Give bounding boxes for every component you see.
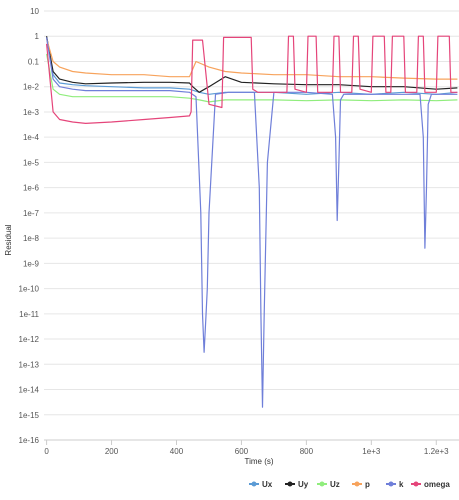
legend-marker — [319, 481, 325, 487]
legend-item-omega[interactable]: omega — [411, 480, 450, 489]
legend-marker — [251, 481, 257, 487]
y-tick-label: 1e-2 — [23, 83, 40, 92]
y-tick-label: 10 — [30, 7, 39, 16]
y-tick-label: 1e-3 — [23, 108, 40, 117]
x-axis-title: Time (s) — [244, 457, 273, 466]
legend-item-uy[interactable]: Uy — [285, 480, 309, 489]
y-tick-label: 1e-13 — [19, 360, 40, 369]
series-line-p — [46, 38, 458, 80]
legend-item-ux[interactable]: Ux — [249, 480, 273, 489]
y-tick-label: 1e-15 — [19, 411, 40, 420]
legend-marker — [413, 481, 419, 487]
y-tick-label: 1e-16 — [19, 436, 40, 445]
y-tick-label: 1e-5 — [23, 158, 40, 167]
legend-label: Uy — [298, 480, 309, 489]
legend-item-k[interactable]: k — [386, 480, 404, 489]
x-tick-label: 200 — [105, 447, 119, 456]
legend-label: omega — [424, 480, 450, 489]
y-tick-label: 1e-12 — [19, 335, 40, 344]
x-axis-ticks: 0 200 400 600 800 1e+3 1.2e+3 — [44, 440, 449, 456]
y-tick-label: 1e-14 — [19, 386, 40, 395]
series-line-uz — [46, 53, 458, 103]
legend-marker — [388, 481, 394, 487]
series-line-omega — [46, 35, 458, 125]
legend-label: Uz — [330, 480, 340, 489]
x-tick-label: 1e+3 — [362, 447, 381, 456]
x-tick-label: 600 — [235, 447, 249, 456]
x-tick-label: 400 — [170, 447, 184, 456]
y-tick-label: 1 — [35, 32, 40, 41]
series-line-uy — [46, 36, 458, 93]
y-tick-label: 1e-8 — [23, 234, 40, 243]
legend-marker — [354, 481, 360, 487]
series-lines — [46, 35, 458, 408]
grid-lines — [44, 10, 459, 441]
legend-label: Ux — [262, 480, 273, 489]
legend-marker — [287, 481, 293, 487]
y-tick-label: 1e-4 — [23, 133, 40, 142]
x-tick-label: 0 — [44, 447, 49, 456]
y-axis-title: Residual — [4, 224, 13, 255]
legend-label: k — [399, 480, 404, 489]
y-tick-label: 1e-9 — [23, 259, 40, 268]
legend-label: p — [365, 480, 370, 489]
y-tick-label: 1e-6 — [23, 184, 40, 193]
y-axis-ticks: 10 1 0.1 1e-2 1e-3 1e-4 1e-5 1e-6 1e-7 1e-8 1e-9 1e… — [19, 7, 40, 445]
legend-item-uz[interactable]: Uz — [317, 480, 340, 489]
x-tick-label: 1.2e+3 — [424, 447, 449, 456]
y-tick-label: 1e-7 — [23, 209, 40, 218]
legend: Ux Uy Uz p k omega — [249, 480, 450, 489]
y-tick-label: 0.1 — [28, 57, 40, 66]
y-tick-label: 1e-10 — [19, 285, 40, 294]
y-tick-label: 1e-11 — [19, 310, 39, 319]
legend-item-p[interactable]: p — [352, 480, 370, 489]
x-tick-label: 800 — [300, 447, 314, 456]
series-line-k — [46, 37, 458, 408]
